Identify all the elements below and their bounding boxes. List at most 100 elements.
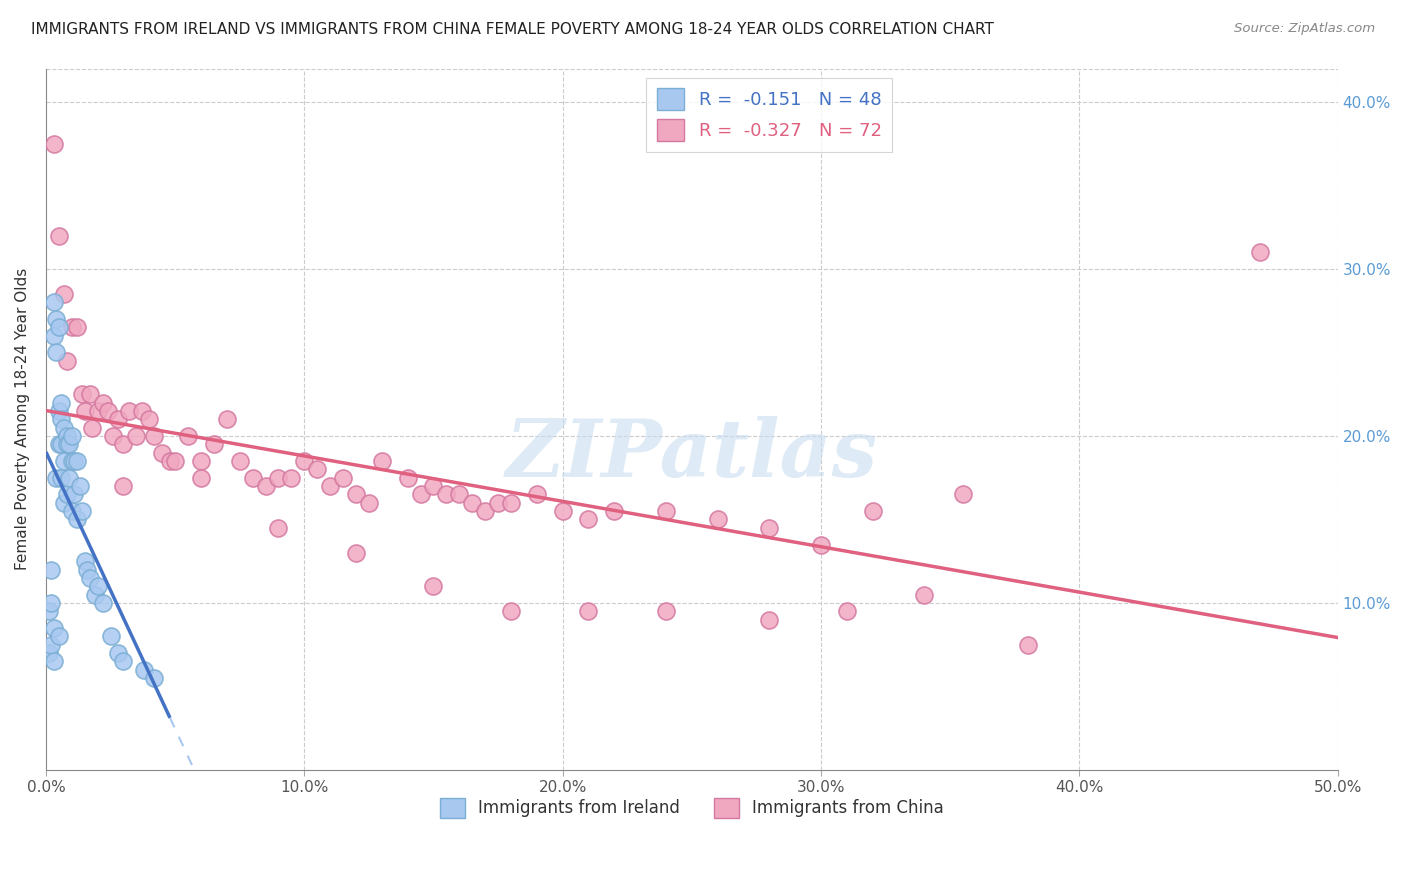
Point [45, 345, 67, 359]
Point [526, 487, 548, 501]
Point [396, 471, 419, 485]
Point [69, 479, 91, 493]
Point [58, 471, 80, 485]
Point [292, 454, 315, 468]
Point [66, 454, 89, 468]
Point [112, 479, 135, 493]
Point [76, 563, 98, 577]
Point [45, 312, 67, 326]
Point [254, 479, 277, 493]
Point [48, 404, 70, 418]
Point [267, 521, 290, 535]
Point [190, 471, 212, 485]
Point [449, 487, 471, 501]
Point [474, 504, 496, 518]
Point [332, 471, 354, 485]
Point [603, 504, 626, 518]
Y-axis label: Female Poverty Among 18-24 Year Olds: Female Poverty Among 18-24 Year Olds [15, 268, 30, 570]
Point [655, 604, 678, 618]
Point [53, 454, 76, 468]
Point [45, 471, 67, 485]
Point [86, 579, 108, 593]
Point [143, 429, 166, 443]
Point [42, 328, 65, 343]
Point [63, 487, 86, 501]
Point [70, 387, 93, 401]
Point [53, 420, 76, 434]
Point [1249, 245, 1271, 260]
Point [91, 596, 114, 610]
Text: IMMIGRANTS FROM IRELAND VS IMMIGRANTS FROM CHINA FEMALE POVERTY AMONG 18-24 YEAR: IMMIGRANTS FROM IRELAND VS IMMIGRANTS FR… [31, 22, 994, 37]
Point [107, 412, 129, 426]
Point [91, 395, 114, 409]
Point [551, 504, 574, 518]
Point [100, 629, 122, 643]
Point [38, 646, 60, 660]
Point [73, 554, 96, 568]
Point [125, 429, 148, 443]
Point [60, 429, 83, 443]
Point [60, 504, 83, 518]
Point [434, 487, 457, 501]
Point [319, 479, 342, 493]
Point [835, 604, 858, 618]
Point [82, 420, 104, 434]
Point [101, 429, 124, 443]
Point [357, 496, 380, 510]
Legend: Immigrants from Ireland, Immigrants from China: Immigrants from Ireland, Immigrants from… [433, 791, 950, 825]
Point [177, 429, 200, 443]
Point [134, 663, 156, 677]
Point [371, 454, 394, 468]
Point [499, 604, 522, 618]
Point [42, 136, 65, 151]
Point [862, 504, 884, 518]
Point [42, 621, 65, 635]
Point [307, 462, 329, 476]
Point [51, 412, 73, 426]
Point [117, 404, 139, 418]
Point [84, 588, 107, 602]
Point [73, 404, 96, 418]
Point [228, 454, 250, 468]
Point [53, 287, 76, 301]
Point [150, 445, 173, 459]
Point [190, 454, 212, 468]
Point [1017, 638, 1039, 652]
Point [112, 655, 135, 669]
Point [655, 504, 678, 518]
Point [42, 295, 65, 310]
Point [486, 496, 509, 510]
Point [70, 504, 93, 518]
Point [215, 412, 238, 426]
Text: Source: ZipAtlas.com: Source: ZipAtlas.com [1234, 22, 1375, 36]
Point [79, 571, 101, 585]
Point [48, 228, 70, 243]
Point [578, 512, 600, 526]
Point [112, 437, 135, 451]
Point [55, 353, 77, 368]
Point [912, 588, 935, 602]
Point [39, 563, 62, 577]
Point [51, 395, 73, 409]
Point [422, 479, 444, 493]
Point [242, 471, 264, 485]
Point [344, 487, 367, 501]
Point [131, 404, 153, 418]
Point [39, 596, 62, 610]
Point [810, 537, 832, 551]
Point [86, 404, 108, 418]
Point [55, 429, 77, 443]
Point [97, 404, 120, 418]
Point [42, 655, 65, 669]
Point [66, 512, 89, 526]
Point [60, 320, 83, 334]
Point [48, 629, 70, 643]
Point [409, 487, 432, 501]
Point [159, 454, 181, 468]
Point [63, 454, 86, 468]
Point [38, 604, 60, 618]
Point [143, 671, 166, 685]
Point [48, 437, 70, 451]
Point [280, 471, 302, 485]
Point [51, 437, 73, 451]
